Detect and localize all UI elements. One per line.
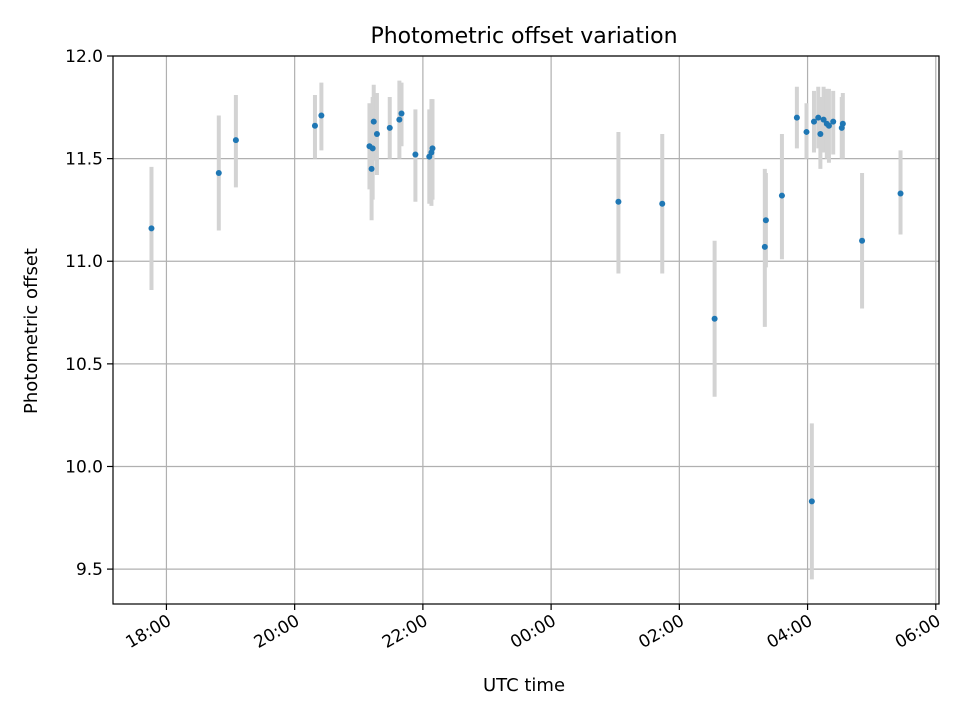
data-point: [429, 145, 436, 152]
data-point: [369, 145, 376, 152]
y-tick-label: 10.5: [65, 355, 103, 375]
data-point: [615, 198, 622, 205]
data-point: [815, 114, 822, 121]
data-point: [820, 116, 827, 123]
y-tick-label: 10.0: [65, 457, 103, 477]
data-point: [808, 498, 815, 505]
x-axis-label: UTC time: [483, 675, 565, 696]
y-tick-label: 11.5: [65, 150, 103, 170]
data-point: [148, 225, 155, 232]
data-point: [825, 122, 832, 129]
data-point: [897, 190, 904, 197]
data-point: [803, 128, 810, 135]
y-axis-label: Photometric offset: [21, 248, 42, 414]
data-point: [386, 124, 393, 131]
data-point: [412, 151, 419, 158]
data-point: [396, 116, 403, 123]
data-point: [370, 118, 377, 125]
data-points: [148, 110, 904, 505]
data-point: [817, 130, 824, 137]
data-point: [311, 122, 318, 129]
data-point: [318, 112, 325, 119]
data-point: [368, 165, 375, 172]
y-tick-label: 9.5: [76, 560, 103, 580]
plot-frame: [112, 55, 940, 605]
data-point: [659, 200, 666, 207]
data-point: [762, 217, 769, 224]
data-point: [830, 118, 837, 125]
data-point: [232, 137, 239, 144]
data-point: [839, 120, 846, 127]
chart-title: Photometric offset variation: [370, 24, 677, 49]
y-tick-label: 11.0: [65, 252, 103, 272]
data-point: [761, 243, 768, 250]
data-point: [373, 130, 380, 137]
y-axis-ticks: 9.5 10.0 10.5 11.0 11.5 12.0: [65, 47, 113, 580]
data-point: [398, 110, 405, 117]
data-point: [859, 237, 866, 244]
data-point: [711, 315, 718, 322]
data-point: [793, 114, 800, 121]
y-tick-label: 12.0: [65, 47, 103, 67]
data-point: [810, 118, 817, 125]
data-point: [215, 169, 222, 176]
data-point: [778, 192, 785, 199]
